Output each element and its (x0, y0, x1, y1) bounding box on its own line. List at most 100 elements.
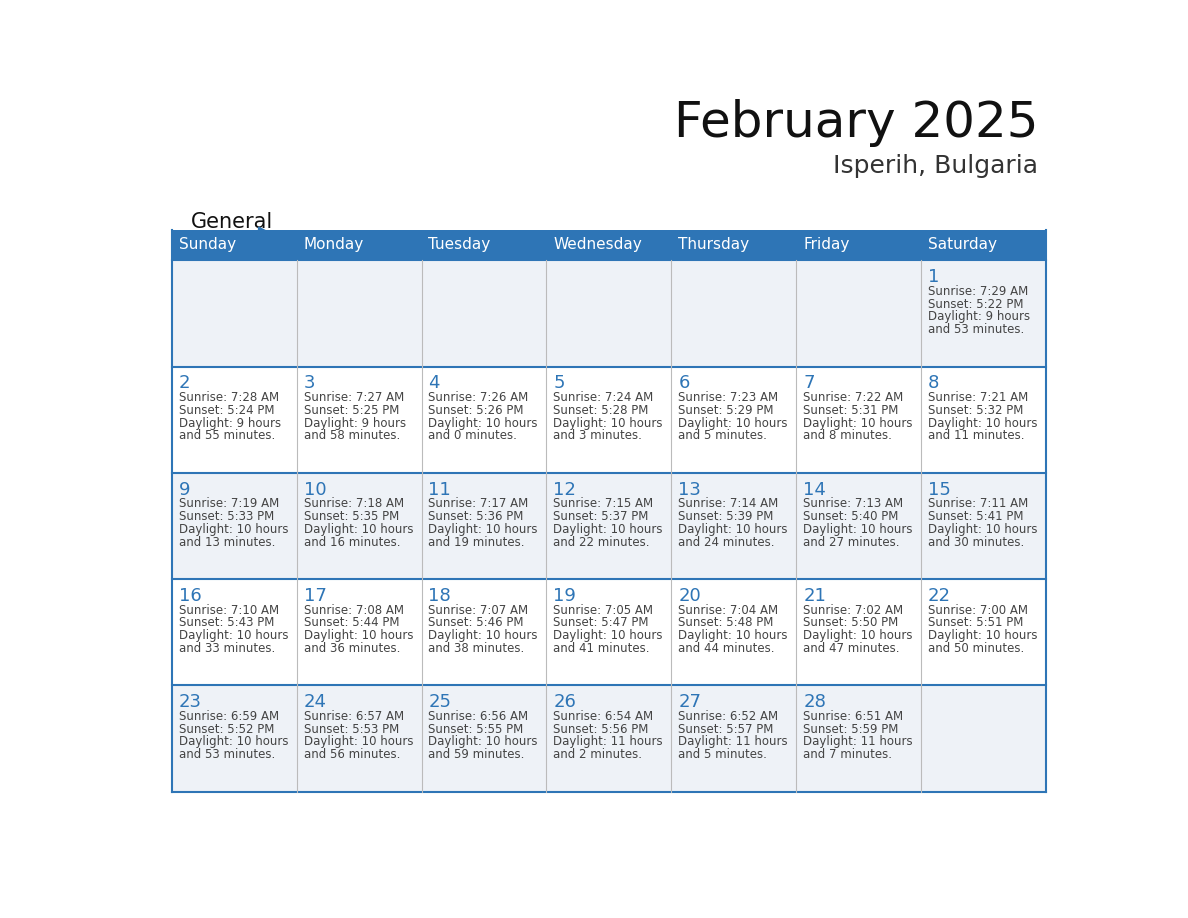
Bar (172, 579, 1045, 686)
Text: Sunset: 5:31 PM: Sunset: 5:31 PM (803, 404, 898, 417)
Text: Sunrise: 7:19 AM: Sunrise: 7:19 AM (178, 498, 279, 510)
Text: Daylight: 10 hours: Daylight: 10 hours (429, 417, 538, 430)
Text: Sunset: 5:56 PM: Sunset: 5:56 PM (554, 722, 649, 735)
Text: Sunrise: 7:11 AM: Sunrise: 7:11 AM (928, 498, 1029, 510)
Text: Sunrise: 7:04 AM: Sunrise: 7:04 AM (678, 604, 778, 617)
Text: Sunset: 5:28 PM: Sunset: 5:28 PM (554, 404, 649, 417)
Text: 18: 18 (429, 587, 451, 605)
Bar (172, 366, 1045, 473)
Bar (422, 230, 546, 261)
Text: and 16 minutes.: and 16 minutes. (304, 535, 400, 549)
Text: and 53 minutes.: and 53 minutes. (928, 323, 1024, 336)
Text: and 33 minutes.: and 33 minutes. (178, 642, 274, 655)
Text: Daylight: 10 hours: Daylight: 10 hours (803, 417, 912, 430)
Text: Daylight: 9 hours: Daylight: 9 hours (304, 417, 406, 430)
Text: 26: 26 (554, 693, 576, 711)
Text: Sunrise: 6:59 AM: Sunrise: 6:59 AM (178, 710, 279, 723)
Text: 24: 24 (304, 693, 327, 711)
Text: Sunrise: 7:15 AM: Sunrise: 7:15 AM (554, 498, 653, 510)
Text: Isperih, Bulgaria: Isperih, Bulgaria (833, 154, 1038, 178)
Text: Sunset: 5:55 PM: Sunset: 5:55 PM (429, 722, 524, 735)
Text: Sunrise: 6:54 AM: Sunrise: 6:54 AM (554, 710, 653, 723)
Text: Sunset: 5:41 PM: Sunset: 5:41 PM (928, 510, 1024, 523)
Text: Daylight: 9 hours: Daylight: 9 hours (178, 417, 280, 430)
Text: Daylight: 10 hours: Daylight: 10 hours (429, 629, 538, 642)
Text: Sunset: 5:47 PM: Sunset: 5:47 PM (554, 616, 649, 630)
Text: Tuesday: Tuesday (429, 238, 491, 252)
Text: Sunset: 5:40 PM: Sunset: 5:40 PM (803, 510, 898, 523)
Text: Sunset: 5:39 PM: Sunset: 5:39 PM (678, 510, 773, 523)
Text: Sunrise: 6:52 AM: Sunrise: 6:52 AM (678, 710, 778, 723)
Text: Sunrise: 7:17 AM: Sunrise: 7:17 AM (429, 498, 529, 510)
Text: Daylight: 10 hours: Daylight: 10 hours (554, 523, 663, 536)
Text: 12: 12 (554, 480, 576, 498)
Polygon shape (259, 227, 272, 241)
Text: and 36 minutes.: and 36 minutes. (304, 642, 400, 655)
Text: Sunrise: 7:28 AM: Sunrise: 7:28 AM (178, 391, 279, 404)
Bar (921, 230, 1045, 261)
Text: 28: 28 (803, 693, 826, 711)
Text: Daylight: 10 hours: Daylight: 10 hours (554, 417, 663, 430)
Text: Sunset: 5:25 PM: Sunset: 5:25 PM (304, 404, 399, 417)
Text: 23: 23 (178, 693, 202, 711)
Text: Sunrise: 7:14 AM: Sunrise: 7:14 AM (678, 498, 778, 510)
Text: 10: 10 (304, 480, 327, 498)
Text: and 8 minutes.: and 8 minutes. (803, 430, 892, 442)
Text: Sunset: 5:26 PM: Sunset: 5:26 PM (429, 404, 524, 417)
Text: Sunset: 5:43 PM: Sunset: 5:43 PM (178, 616, 274, 630)
Bar (671, 230, 796, 261)
Text: and 38 minutes.: and 38 minutes. (429, 642, 525, 655)
Text: and 13 minutes.: and 13 minutes. (178, 535, 276, 549)
Text: 25: 25 (429, 693, 451, 711)
Text: Daylight: 10 hours: Daylight: 10 hours (928, 417, 1037, 430)
Text: 7: 7 (803, 375, 815, 392)
Text: Sunset: 5:33 PM: Sunset: 5:33 PM (178, 510, 274, 523)
Text: and 59 minutes.: and 59 minutes. (429, 748, 525, 761)
Text: Daylight: 10 hours: Daylight: 10 hours (178, 523, 289, 536)
Text: Sunrise: 7:00 AM: Sunrise: 7:00 AM (928, 604, 1028, 617)
Text: and 19 minutes.: and 19 minutes. (429, 535, 525, 549)
Text: 14: 14 (803, 480, 826, 498)
Text: Sunday: Sunday (178, 238, 236, 252)
Text: Sunrise: 7:24 AM: Sunrise: 7:24 AM (554, 391, 653, 404)
Text: Sunset: 5:36 PM: Sunset: 5:36 PM (429, 510, 524, 523)
Text: Sunrise: 7:05 AM: Sunrise: 7:05 AM (554, 604, 653, 617)
Text: 3: 3 (304, 375, 315, 392)
Text: 17: 17 (304, 587, 327, 605)
Text: Sunrise: 6:51 AM: Sunrise: 6:51 AM (803, 710, 903, 723)
Text: Sunrise: 7:08 AM: Sunrise: 7:08 AM (304, 604, 404, 617)
Text: Daylight: 11 hours: Daylight: 11 hours (678, 735, 788, 748)
Text: Sunset: 5:22 PM: Sunset: 5:22 PM (928, 297, 1024, 310)
Text: Daylight: 11 hours: Daylight: 11 hours (803, 735, 912, 748)
Text: Sunrise: 7:21 AM: Sunrise: 7:21 AM (928, 391, 1029, 404)
Text: Daylight: 10 hours: Daylight: 10 hours (554, 629, 663, 642)
Text: Sunset: 5:32 PM: Sunset: 5:32 PM (928, 404, 1023, 417)
Bar (546, 230, 671, 261)
Text: and 0 minutes.: and 0 minutes. (429, 430, 517, 442)
Text: and 55 minutes.: and 55 minutes. (178, 430, 274, 442)
Text: Sunset: 5:50 PM: Sunset: 5:50 PM (803, 616, 898, 630)
Text: 15: 15 (928, 480, 950, 498)
Text: 27: 27 (678, 693, 701, 711)
Text: and 47 minutes.: and 47 minutes. (803, 642, 899, 655)
Text: Daylight: 10 hours: Daylight: 10 hours (178, 735, 289, 748)
Text: Sunset: 5:52 PM: Sunset: 5:52 PM (178, 722, 274, 735)
Text: and 3 minutes.: and 3 minutes. (554, 430, 643, 442)
Text: Daylight: 10 hours: Daylight: 10 hours (429, 523, 538, 536)
Text: Daylight: 10 hours: Daylight: 10 hours (678, 523, 788, 536)
Text: February 2025: February 2025 (674, 99, 1038, 147)
Text: Sunset: 5:46 PM: Sunset: 5:46 PM (429, 616, 524, 630)
Text: and 30 minutes.: and 30 minutes. (928, 535, 1024, 549)
Text: Daylight: 10 hours: Daylight: 10 hours (678, 417, 788, 430)
Text: Daylight: 10 hours: Daylight: 10 hours (304, 523, 413, 536)
Text: Sunrise: 7:22 AM: Sunrise: 7:22 AM (803, 391, 903, 404)
Text: Sunrise: 7:02 AM: Sunrise: 7:02 AM (803, 604, 903, 617)
Text: Daylight: 10 hours: Daylight: 10 hours (304, 735, 413, 748)
Text: Sunset: 5:48 PM: Sunset: 5:48 PM (678, 616, 773, 630)
Text: Daylight: 10 hours: Daylight: 10 hours (678, 629, 788, 642)
Text: and 2 minutes.: and 2 minutes. (554, 748, 643, 761)
Text: 6: 6 (678, 375, 690, 392)
Text: Sunrise: 7:18 AM: Sunrise: 7:18 AM (304, 498, 404, 510)
Text: Daylight: 10 hours: Daylight: 10 hours (803, 629, 912, 642)
Bar (172, 473, 1045, 579)
